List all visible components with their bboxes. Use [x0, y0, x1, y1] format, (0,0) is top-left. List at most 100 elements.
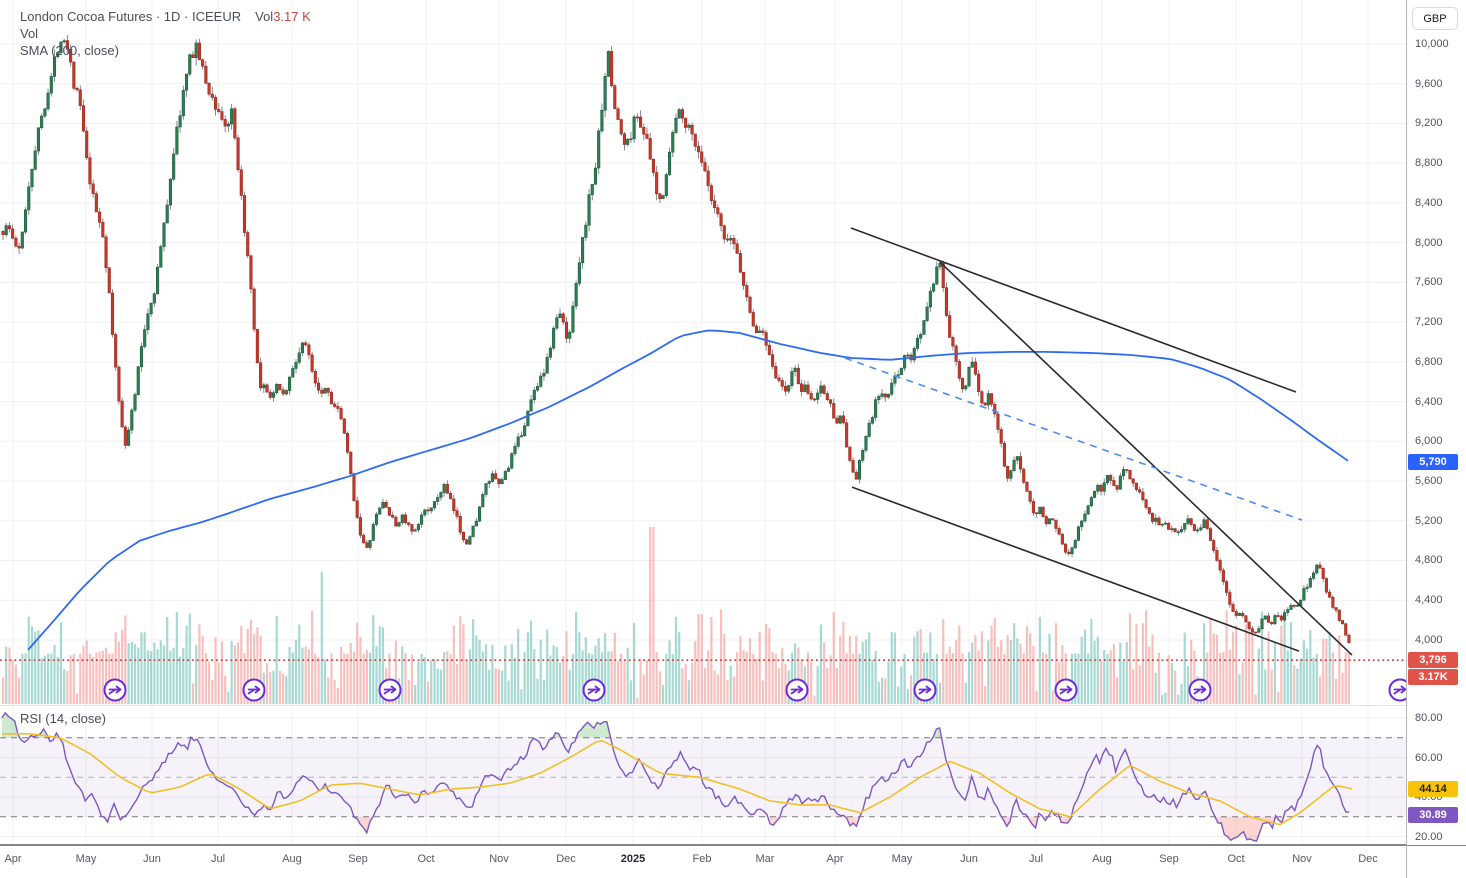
volume-bar: [1161, 695, 1164, 704]
volume-bar: [34, 631, 37, 704]
volume-bar: [1328, 632, 1331, 704]
symbol-legend-row[interactable]: London Cocoa Futures · 1D · ICEEUR Vol3.1…: [20, 8, 311, 25]
volume-bar: [1119, 642, 1122, 704]
candle: [1196, 529, 1200, 532]
volume-bar: [143, 632, 146, 704]
contract-rollover-icon[interactable]: [242, 678, 266, 702]
sma-legend-row[interactable]: SMA (200, close): [20, 43, 119, 58]
contract-rollover-icon[interactable]: [1188, 678, 1212, 702]
price-tick-label: 6,000: [1415, 435, 1443, 448]
candle: [1276, 615, 1280, 617]
volume-legend-row[interactable]: Vol: [20, 26, 39, 41]
volume-bar: [955, 640, 958, 704]
time-axis[interactable]: Apr May Jun Jul Aug Sep Oct Nov Dec 2025 Feb Mar Apr…: [0, 845, 1466, 878]
candle: [693, 133, 697, 147]
rsi-legend-row[interactable]: RSI (14, close): [20, 711, 106, 726]
main-legend[interactable]: London Cocoa Futures · 1D · ICEEUR Vol3.1…: [20, 8, 311, 59]
candle: [236, 137, 240, 170]
candle: [619, 119, 623, 135]
volume-bar: [1325, 638, 1328, 704]
candle: [143, 329, 147, 347]
volume-bar: [1167, 655, 1170, 704]
vol-inline-value: 3.17 K: [273, 9, 311, 24]
candle: [716, 207, 720, 215]
candle: [1134, 482, 1138, 490]
volume-bar: [948, 646, 951, 704]
volume-bar: [169, 650, 172, 704]
contract-rollover-icon[interactable]: [1388, 678, 1407, 702]
volume-bar: [53, 645, 56, 704]
volume-bar: [1289, 622, 1293, 704]
volume-bar: [246, 628, 249, 704]
volume-bar: [890, 631, 893, 704]
volume-bar: [1318, 676, 1322, 704]
rollover-markers: [103, 678, 1407, 702]
candle: [961, 377, 965, 390]
candle: [803, 384, 807, 392]
candle: [317, 382, 321, 391]
rsi-ma-line: [2, 733, 1353, 826]
trendline-channel-mid-dashed[interactable]: [844, 357, 1303, 521]
volume-bar: [935, 653, 938, 704]
contract-rollover-icon[interactable]: [913, 678, 937, 702]
volume-bar: [323, 659, 327, 704]
candle: [1093, 490, 1097, 498]
volume-bar: [56, 656, 59, 704]
volume-bar: [819, 624, 822, 704]
candle: [558, 313, 562, 319]
candle: [1047, 518, 1052, 525]
trendline-steep-resistance[interactable]: [939, 261, 1353, 656]
rsi-tick-label: 20.00: [1415, 830, 1443, 843]
volume-bar: [320, 572, 323, 704]
candle: [436, 497, 440, 502]
candle: [439, 492, 443, 498]
candle: [1096, 485, 1100, 492]
volume-bar: [848, 635, 851, 704]
volume-bar: [11, 660, 14, 704]
volume-bar: [687, 680, 690, 704]
volume-bar: [555, 646, 558, 704]
volume-bar: [958, 625, 961, 704]
contract-rollover-icon[interactable]: [785, 678, 809, 702]
volume-bar: [1099, 661, 1103, 704]
volume-bar: [365, 649, 368, 704]
chart-canvas[interactable]: [0, 0, 1406, 845]
time-label-month: Jul: [210, 853, 226, 865]
volume-bar: [768, 628, 771, 704]
volume-bar: [1022, 653, 1025, 704]
candle: [922, 320, 926, 335]
contract-rollover-icon[interactable]: [103, 678, 127, 702]
candle: [1250, 628, 1254, 633]
currency-button[interactable]: GBP: [1412, 7, 1458, 30]
sma-line: [27, 329, 1349, 651]
price-axis[interactable]: GBP 10,000 9,600 9,200 8,800 8,400 8,000 7,600…: [1406, 0, 1466, 878]
candle: [835, 417, 839, 424]
trendline-channel-top[interactable]: [850, 227, 1297, 393]
volume-bar: [1103, 649, 1106, 704]
candle: [139, 346, 144, 367]
time-label-month: Dec: [1358, 853, 1378, 865]
candle: [777, 377, 781, 381]
candle: [893, 375, 897, 384]
volume-bar: [188, 613, 191, 704]
volume-bar: [845, 652, 848, 704]
volume-bar: [781, 648, 784, 704]
contract-rollover-icon[interactable]: [1054, 678, 1078, 702]
candle: [288, 376, 292, 391]
candle: [944, 287, 949, 316]
candle: [1076, 526, 1081, 541]
candle: [423, 509, 427, 516]
volume-series: [1, 527, 1351, 704]
volume-bar: [755, 658, 758, 704]
contract-rollover-icon[interactable]: [582, 678, 606, 702]
volume-bar: [1260, 611, 1264, 704]
volume-bar: [652, 527, 655, 704]
volume-bar: [59, 622, 63, 704]
trendline-channel-bottom[interactable]: [851, 486, 1300, 652]
volume-bar: [417, 661, 420, 704]
contract-rollover-icon[interactable]: [378, 678, 402, 702]
volume-bar: [951, 652, 954, 704]
candle: [1025, 482, 1029, 492]
volume-bar: [645, 659, 649, 704]
volume-bar: [30, 626, 34, 704]
